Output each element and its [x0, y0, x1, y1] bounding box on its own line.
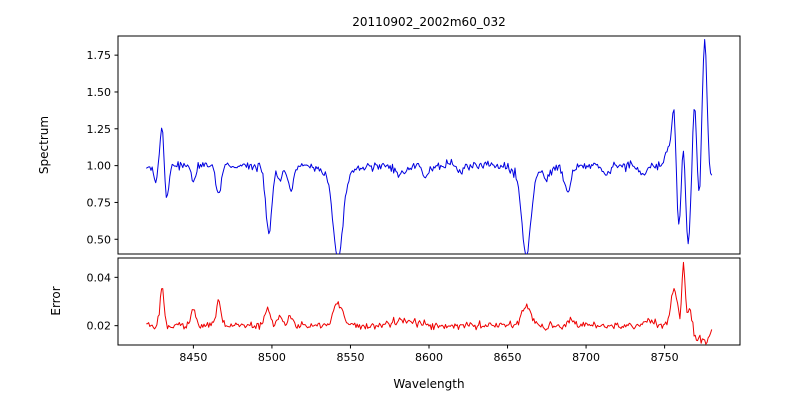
x-tick-label: 8500	[258, 351, 286, 364]
error-ytick-label: 0.02	[87, 320, 112, 333]
spectrum-series-line	[146, 39, 713, 254]
spectrum-ylabel: Spectrum	[37, 116, 51, 174]
error-ylabel: Error	[49, 286, 63, 315]
chart-title: 20110902_2002m60_032	[352, 15, 505, 29]
error-axes-frame	[117, 257, 741, 346]
spectrum-series	[146, 39, 713, 254]
spectrum-axes-frame	[117, 35, 741, 255]
x-tick-label: 8650	[494, 351, 522, 364]
error-ytick-label: 0.04	[87, 271, 112, 284]
spectrum-ytick-label: 1.75	[87, 49, 112, 62]
spectrum-ytick-label: 0.75	[87, 196, 112, 209]
x-tick-label: 8600	[415, 351, 443, 364]
x-tick-label: 8450	[179, 351, 207, 364]
x-tick-label: 8550	[336, 351, 364, 364]
spectrum-ytick-label: 0.50	[87, 233, 112, 246]
spectrum-ytick-label: 1.00	[87, 160, 112, 173]
x-tick-label: 8750	[651, 351, 679, 364]
error-series	[146, 261, 713, 345]
x-tick-label: 8700	[572, 351, 600, 364]
error-yticks: 0.02 0.04	[87, 271, 118, 333]
x-ticks: 8450 8500 8550 8600 8650 8700 8750	[179, 345, 679, 364]
spectrum-ytick-label: 1.25	[87, 123, 112, 136]
spectrum-ytick-label: 1.50	[87, 86, 112, 99]
spectrum-yticks: 0.50 0.75 1.00 1.25 1.50 1.75	[87, 49, 118, 246]
x-axis-label: Wavelength	[393, 377, 464, 391]
error-series-line	[146, 261, 713, 345]
